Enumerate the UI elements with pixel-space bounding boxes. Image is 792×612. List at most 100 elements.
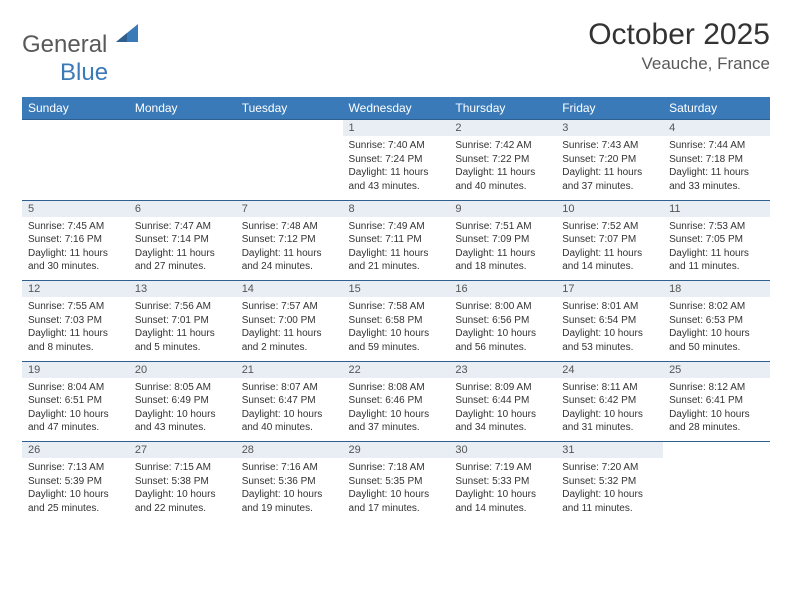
sunrise-text: Sunrise: 7:47 AM bbox=[135, 220, 230, 234]
sunset-text: Sunset: 6:49 PM bbox=[135, 394, 230, 408]
day-detail-row: Sunrise: 7:45 AMSunset: 7:16 PMDaylight:… bbox=[22, 217, 770, 281]
day-number-cell: 24 bbox=[556, 361, 663, 378]
day-number-cell: 6 bbox=[129, 200, 236, 217]
sunrise-text: Sunrise: 8:09 AM bbox=[455, 381, 550, 395]
calendar-body: 1234Sunrise: 7:40 AMSunset: 7:24 PMDayli… bbox=[22, 120, 770, 523]
sunrise-text: Sunrise: 8:02 AM bbox=[669, 300, 764, 314]
day-detail-cell: Sunrise: 7:15 AMSunset: 5:38 PMDaylight:… bbox=[129, 458, 236, 522]
day-detail-cell: Sunrise: 7:49 AMSunset: 7:11 PMDaylight:… bbox=[343, 217, 450, 281]
sunrise-text: Sunrise: 8:11 AM bbox=[562, 381, 657, 395]
weekday-header: Friday bbox=[556, 97, 663, 120]
day-detail-cell: Sunrise: 7:52 AMSunset: 7:07 PMDaylight:… bbox=[556, 217, 663, 281]
daylight-text-2: and 21 minutes. bbox=[349, 260, 444, 274]
sunrise-text: Sunrise: 7:18 AM bbox=[349, 461, 444, 475]
day-number-cell bbox=[236, 120, 343, 137]
daylight-text-1: Daylight: 11 hours bbox=[28, 247, 123, 261]
day-detail-cell: Sunrise: 7:44 AMSunset: 7:18 PMDaylight:… bbox=[663, 136, 770, 200]
day-number-cell: 5 bbox=[22, 200, 129, 217]
day-number-cell: 14 bbox=[236, 281, 343, 298]
logo-text-general: General bbox=[22, 31, 107, 58]
daylight-text-1: Daylight: 10 hours bbox=[562, 488, 657, 502]
daylight-text-2: and 28 minutes. bbox=[669, 421, 764, 435]
sunrise-text: Sunrise: 8:12 AM bbox=[669, 381, 764, 395]
daylight-text-1: Daylight: 10 hours bbox=[242, 488, 337, 502]
daylight-text-1: Daylight: 11 hours bbox=[242, 247, 337, 261]
daylight-text-2: and 27 minutes. bbox=[135, 260, 230, 274]
sunrise-text: Sunrise: 7:52 AM bbox=[562, 220, 657, 234]
day-detail-cell: Sunrise: 7:45 AMSunset: 7:16 PMDaylight:… bbox=[22, 217, 129, 281]
sunrise-text: Sunrise: 7:43 AM bbox=[562, 139, 657, 153]
sunrise-text: Sunrise: 7:19 AM bbox=[455, 461, 550, 475]
day-detail-cell: Sunrise: 7:19 AMSunset: 5:33 PMDaylight:… bbox=[449, 458, 556, 522]
daylight-text-2: and 14 minutes. bbox=[562, 260, 657, 274]
sunset-text: Sunset: 5:39 PM bbox=[28, 475, 123, 489]
sunset-text: Sunset: 7:12 PM bbox=[242, 233, 337, 247]
day-number-row: 12131415161718 bbox=[22, 281, 770, 298]
sunrise-text: Sunrise: 8:05 AM bbox=[135, 381, 230, 395]
daylight-text-1: Daylight: 11 hours bbox=[562, 247, 657, 261]
logo: General Blue bbox=[22, 18, 138, 87]
daylight-text-1: Daylight: 11 hours bbox=[455, 166, 550, 180]
sunset-text: Sunset: 6:46 PM bbox=[349, 394, 444, 408]
sunrise-text: Sunrise: 7:51 AM bbox=[455, 220, 550, 234]
day-detail-cell: Sunrise: 8:08 AMSunset: 6:46 PMDaylight:… bbox=[343, 378, 450, 442]
daylight-text-2: and 50 minutes. bbox=[669, 341, 764, 355]
daylight-text-1: Daylight: 10 hours bbox=[242, 408, 337, 422]
day-number-cell: 8 bbox=[343, 200, 450, 217]
daylight-text-2: and 31 minutes. bbox=[562, 421, 657, 435]
sunset-text: Sunset: 6:42 PM bbox=[562, 394, 657, 408]
day-number-cell: 4 bbox=[663, 120, 770, 137]
daylight-text-2: and 37 minutes. bbox=[562, 180, 657, 194]
sunset-text: Sunset: 7:03 PM bbox=[28, 314, 123, 328]
sunset-text: Sunset: 6:51 PM bbox=[28, 394, 123, 408]
daylight-text-2: and 24 minutes. bbox=[242, 260, 337, 274]
daylight-text-1: Daylight: 10 hours bbox=[562, 408, 657, 422]
weekday-header: Tuesday bbox=[236, 97, 343, 120]
sunrise-text: Sunrise: 8:04 AM bbox=[28, 381, 123, 395]
day-number-cell: 15 bbox=[343, 281, 450, 298]
daylight-text-1: Daylight: 11 hours bbox=[349, 166, 444, 180]
sunrise-text: Sunrise: 7:44 AM bbox=[669, 139, 764, 153]
daylight-text-2: and 59 minutes. bbox=[349, 341, 444, 355]
calendar-page: General Blue October 2025 Veauche, Franc… bbox=[0, 0, 792, 532]
daylight-text-2: and 14 minutes. bbox=[455, 502, 550, 516]
sunset-text: Sunset: 5:32 PM bbox=[562, 475, 657, 489]
sunset-text: Sunset: 6:56 PM bbox=[455, 314, 550, 328]
daylight-text-2: and 53 minutes. bbox=[562, 341, 657, 355]
day-detail-cell: Sunrise: 7:48 AMSunset: 7:12 PMDaylight:… bbox=[236, 217, 343, 281]
sunrise-text: Sunrise: 7:57 AM bbox=[242, 300, 337, 314]
sunset-text: Sunset: 5:36 PM bbox=[242, 475, 337, 489]
day-detail-cell: Sunrise: 7:47 AMSunset: 7:14 PMDaylight:… bbox=[129, 217, 236, 281]
sunset-text: Sunset: 7:00 PM bbox=[242, 314, 337, 328]
logo-text: General Blue bbox=[22, 24, 138, 87]
sunset-text: Sunset: 5:35 PM bbox=[349, 475, 444, 489]
day-number-cell: 31 bbox=[556, 442, 663, 459]
sunrise-text: Sunrise: 7:42 AM bbox=[455, 139, 550, 153]
daylight-text-1: Daylight: 11 hours bbox=[28, 327, 123, 341]
day-detail-cell: Sunrise: 7:40 AMSunset: 7:24 PMDaylight:… bbox=[343, 136, 450, 200]
day-detail-row: Sunrise: 7:13 AMSunset: 5:39 PMDaylight:… bbox=[22, 458, 770, 522]
sunrise-text: Sunrise: 7:20 AM bbox=[562, 461, 657, 475]
day-detail-cell: Sunrise: 8:04 AMSunset: 6:51 PMDaylight:… bbox=[22, 378, 129, 442]
day-detail-cell: Sunrise: 7:18 AMSunset: 5:35 PMDaylight:… bbox=[343, 458, 450, 522]
day-number-cell: 25 bbox=[663, 361, 770, 378]
daylight-text-1: Daylight: 10 hours bbox=[349, 488, 444, 502]
day-number-cell: 17 bbox=[556, 281, 663, 298]
day-number-cell: 7 bbox=[236, 200, 343, 217]
day-number-row: 19202122232425 bbox=[22, 361, 770, 378]
day-number-cell: 26 bbox=[22, 442, 129, 459]
day-detail-cell: Sunrise: 8:00 AMSunset: 6:56 PMDaylight:… bbox=[449, 297, 556, 361]
sunrise-text: Sunrise: 8:08 AM bbox=[349, 381, 444, 395]
sunset-text: Sunset: 7:18 PM bbox=[669, 153, 764, 167]
day-number-cell: 11 bbox=[663, 200, 770, 217]
day-detail-cell: Sunrise: 7:57 AMSunset: 7:00 PMDaylight:… bbox=[236, 297, 343, 361]
daylight-text-1: Daylight: 11 hours bbox=[242, 327, 337, 341]
daylight-text-2: and 11 minutes. bbox=[562, 502, 657, 516]
day-detail-cell: Sunrise: 7:42 AMSunset: 7:22 PMDaylight:… bbox=[449, 136, 556, 200]
daylight-text-2: and 40 minutes. bbox=[455, 180, 550, 194]
day-detail-cell: Sunrise: 7:55 AMSunset: 7:03 PMDaylight:… bbox=[22, 297, 129, 361]
sunset-text: Sunset: 7:11 PM bbox=[349, 233, 444, 247]
sunrise-text: Sunrise: 8:00 AM bbox=[455, 300, 550, 314]
sunset-text: Sunset: 7:01 PM bbox=[135, 314, 230, 328]
daylight-text-2: and 22 minutes. bbox=[135, 502, 230, 516]
